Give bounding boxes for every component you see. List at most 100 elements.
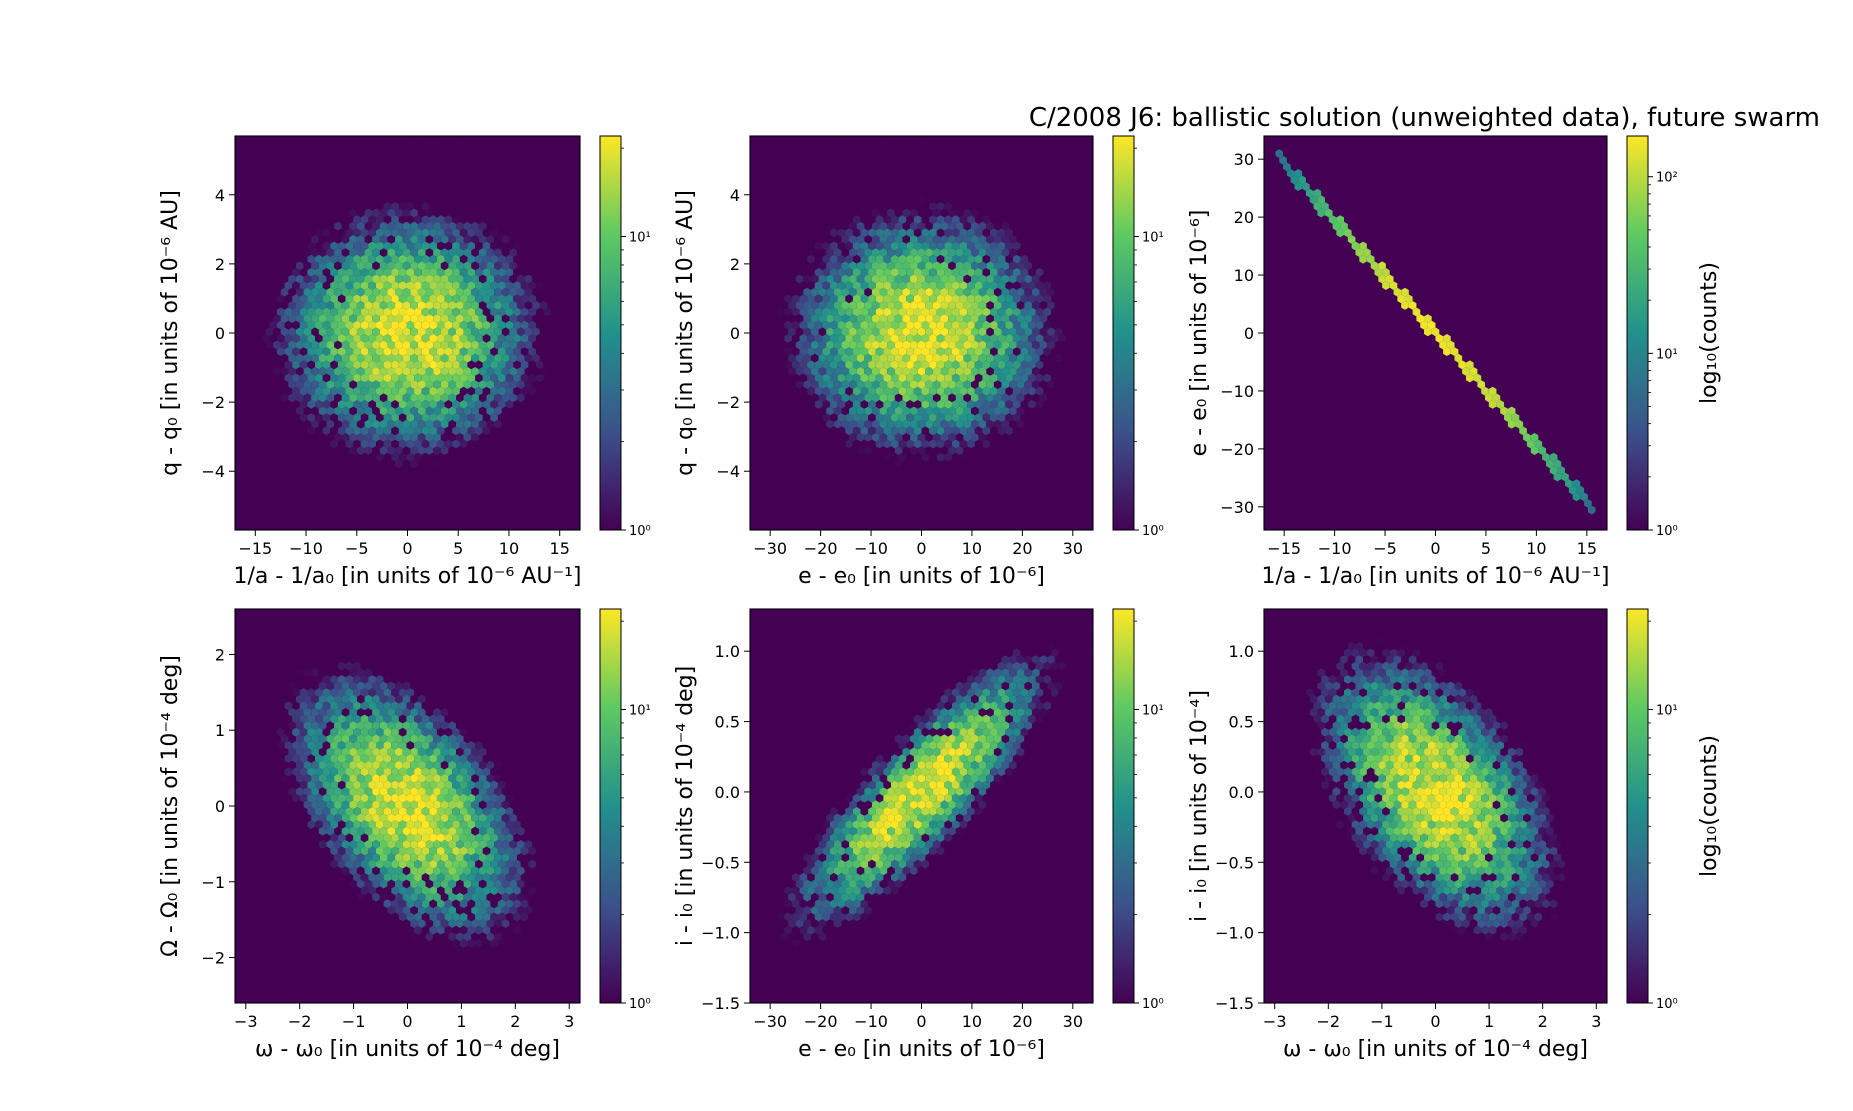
hex-cell (990, 492, 998, 502)
hex-cell (379, 879, 388, 889)
hex-cell (406, 899, 415, 909)
hex-cell (315, 373, 323, 383)
hex-cell (436, 347, 445, 356)
hex-cell (1016, 393, 1025, 403)
hex-cell (440, 840, 449, 849)
hex-cell (795, 235, 804, 244)
hex-cell (440, 945, 449, 955)
hex-cell (1092, 395, 1093, 401)
hex-cell (326, 327, 335, 337)
hex-cell (1009, 459, 1017, 469)
hex-cell (410, 734, 418, 744)
hex-cell (379, 433, 388, 442)
hex-cell (303, 287, 312, 297)
hex-cell (387, 221, 396, 231)
hex-cell (1344, 228, 1352, 238)
hex-cell (505, 347, 514, 356)
hex-cell (871, 208, 880, 218)
hex-cell (997, 294, 1006, 304)
hex-cell (490, 820, 498, 829)
hex-cell (391, 281, 399, 290)
hex-cell (467, 426, 476, 436)
hex-cell (379, 472, 388, 482)
hex-cell (246, 241, 255, 251)
hex-cell (368, 426, 376, 436)
hex-cell (963, 327, 972, 337)
hex-cell (921, 439, 930, 449)
hex-cell (929, 426, 937, 436)
hex-cell (837, 241, 846, 251)
hex-cell (1336, 228, 1345, 238)
hex-cell (761, 373, 770, 383)
hex-cell (379, 813, 388, 823)
hex-cell (1001, 235, 1010, 244)
hex-cell (345, 846, 354, 856)
hex-cell (1005, 175, 1013, 185)
hex-cell (284, 648, 293, 658)
hex-cell (395, 747, 403, 757)
hex-cell (818, 235, 827, 244)
hex-cell (349, 221, 357, 231)
hex-cell (776, 228, 785, 238)
hex-cell (948, 248, 956, 257)
hex-cell (364, 813, 373, 823)
hex-cell (887, 169, 895, 178)
hex-cell (902, 459, 911, 469)
hex-cell (379, 380, 388, 389)
hex-cell (391, 780, 399, 790)
hex-cell (425, 774, 434, 783)
hex-cell (421, 373, 430, 383)
hex-cell (417, 879, 426, 889)
hex-cell (486, 813, 495, 823)
hex-cell (974, 400, 983, 409)
hex-cell (288, 721, 296, 730)
hex-cell (795, 261, 804, 271)
hex-cell (448, 774, 457, 783)
hex-cell (360, 373, 369, 383)
hex-cell (936, 215, 945, 224)
hex-cell (322, 452, 331, 462)
hex-cell (299, 228, 308, 238)
hex-cell (326, 340, 335, 350)
hex-cell (940, 261, 949, 271)
hex-cell (410, 866, 418, 876)
hex-cell (421, 952, 430, 961)
hex-cell (852, 188, 861, 198)
hex-cell (883, 373, 891, 383)
hex-cell (417, 433, 426, 442)
hex-cell (429, 886, 437, 895)
hex-cell (913, 479, 922, 488)
hex-cell (273, 340, 281, 350)
hex-cell (936, 373, 945, 383)
hex-cell (894, 182, 903, 191)
hex-cell (459, 334, 468, 343)
hex-cell (459, 307, 468, 317)
hex-cell (513, 400, 521, 409)
hex-cell (387, 945, 396, 955)
hex-cell (959, 347, 968, 356)
hex-cell (494, 459, 502, 469)
hex-cell (951, 386, 960, 396)
hex-cell (257, 800, 266, 810)
hex-cell (795, 314, 804, 323)
hex-cell (849, 472, 857, 482)
hex-cell (322, 294, 331, 304)
hex-cell (368, 215, 376, 224)
hex-cell (879, 472, 888, 482)
hex-cell (1488, 386, 1497, 396)
hex-cell (444, 767, 453, 777)
hex-cell (837, 228, 846, 238)
hex-cell (871, 274, 880, 284)
hex-cell (318, 433, 327, 442)
hex-cell (944, 228, 952, 238)
hex-cell (433, 380, 441, 389)
hex-cell (315, 241, 323, 251)
hex-cell (513, 899, 521, 909)
hex-cell (1005, 202, 1013, 211)
x-tick-label: −5 (1373, 539, 1397, 558)
hex-cell (997, 386, 1006, 396)
hex-cell (562, 274, 571, 284)
hex-cell (887, 274, 895, 284)
hex-cell (528, 268, 537, 277)
hex-cell (322, 846, 331, 856)
